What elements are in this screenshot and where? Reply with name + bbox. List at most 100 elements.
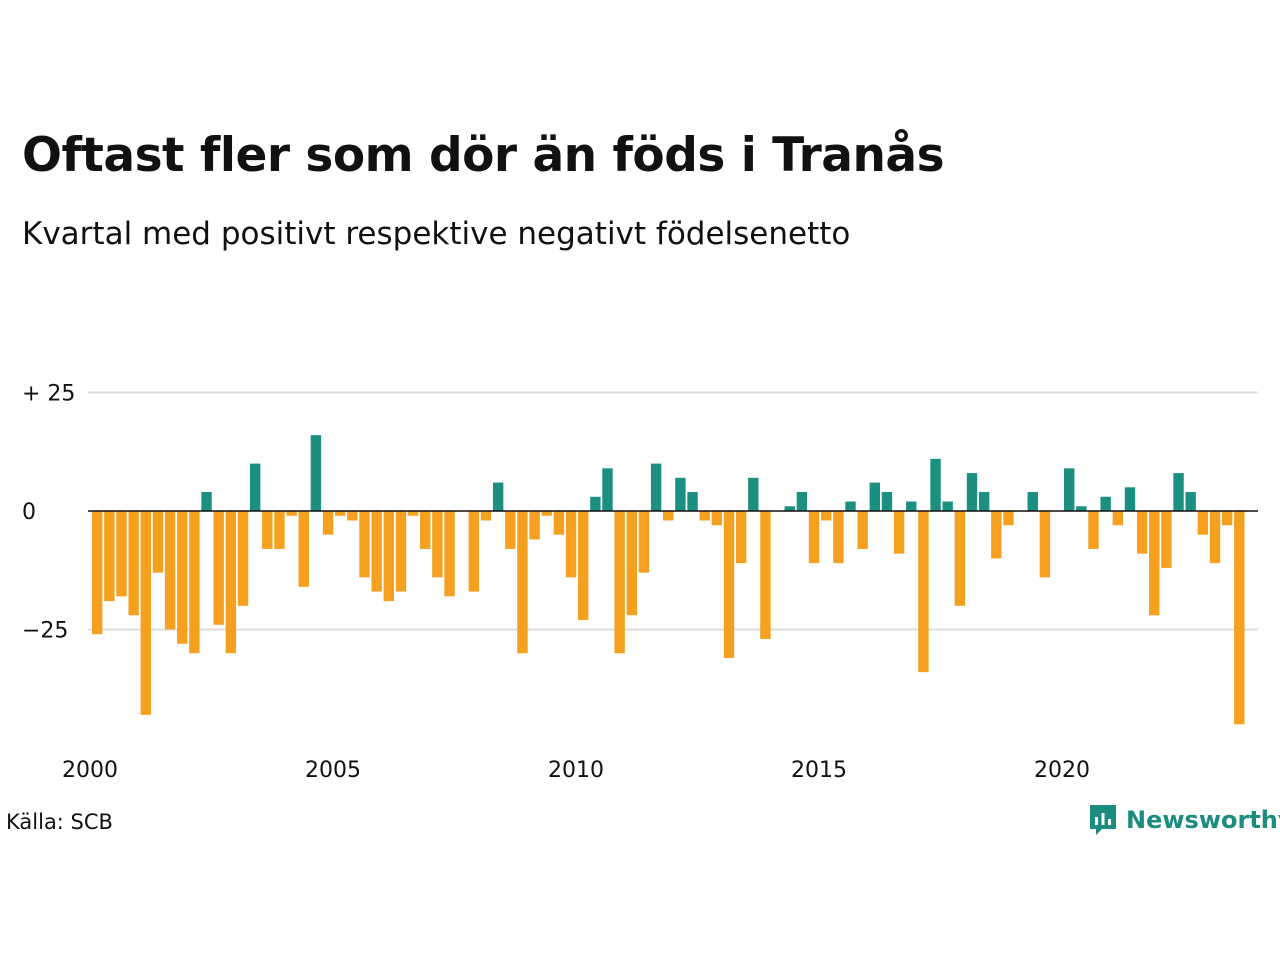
bar-positive — [845, 501, 856, 511]
source-note: Källa: SCB — [6, 810, 113, 834]
bar-negative — [1234, 511, 1245, 725]
bar-positive — [942, 501, 953, 511]
bar-negative — [262, 511, 273, 549]
bar-negative — [565, 511, 577, 578]
bar-negative — [833, 511, 844, 564]
y-tick-label: + 25 — [22, 382, 75, 407]
bar-negative — [128, 511, 139, 616]
bar-negative — [286, 511, 297, 516]
bar-negative — [420, 511, 431, 549]
bar-negative — [1149, 511, 1160, 616]
bar-negative — [954, 511, 966, 606]
bar-negative — [359, 511, 370, 578]
bar-negative — [322, 511, 334, 535]
bar-negative — [104, 511, 115, 602]
bar-negative — [1039, 511, 1051, 578]
bar-positive — [1064, 468, 1075, 511]
x-tick-label: 2000 — [62, 758, 118, 783]
bar-positive — [650, 463, 662, 511]
bar-negative — [1221, 511, 1233, 526]
bar-negative — [663, 511, 674, 521]
bar-negative — [821, 511, 832, 521]
y-tick-label: −25 — [22, 619, 68, 644]
newsworthy-logo: Newsworthy — [1088, 803, 1280, 837]
bar-positive — [1027, 492, 1038, 511]
bar-negative — [444, 511, 455, 597]
bar-negative — [225, 511, 237, 654]
bar-negative — [189, 511, 200, 654]
bar-negative — [1197, 511, 1209, 535]
bar-negative — [432, 511, 443, 578]
bar-negative — [808, 511, 820, 564]
bar-positive — [1100, 496, 1111, 511]
bar-negative — [468, 511, 480, 592]
bar-negative — [92, 511, 103, 635]
chart-title: Oftast fler som dör än föds i Tranås — [22, 128, 945, 183]
bar-positive — [492, 482, 504, 511]
bar-negative — [347, 511, 358, 521]
bar-positive — [675, 477, 686, 511]
bar-negative — [893, 511, 905, 554]
y-tick-label: 0 — [22, 500, 36, 525]
bar-negative — [541, 511, 552, 516]
bar-positive — [796, 492, 808, 511]
bar-positive — [1076, 506, 1087, 511]
bar-positive — [201, 492, 212, 511]
bar-negative — [164, 511, 176, 630]
bar-negative — [383, 511, 394, 602]
bar-negative — [152, 511, 164, 573]
bar-negative — [723, 511, 735, 658]
bar-negative — [371, 511, 382, 592]
bar-negative — [480, 511, 492, 521]
bar-negative — [335, 511, 346, 516]
bar-positive — [249, 463, 261, 511]
x-tick-label: 2010 — [548, 758, 604, 783]
bar-negative — [505, 511, 516, 549]
x-tick-label: 2005 — [305, 758, 361, 783]
bar-negative — [857, 511, 868, 549]
bar-positive — [1124, 487, 1136, 511]
bar-negative — [760, 511, 771, 639]
bar-positive — [869, 482, 880, 511]
bar-negative — [918, 511, 929, 673]
bar-negative — [1209, 511, 1221, 564]
x-tick-label: 2020 — [1034, 758, 1090, 783]
bar-positive — [1185, 492, 1196, 511]
bar-negative — [407, 511, 419, 516]
bar-positive — [784, 506, 795, 511]
bar-positive — [978, 492, 990, 511]
bar-negative — [177, 511, 188, 644]
bar-negative — [626, 511, 637, 616]
bar-negative — [1003, 511, 1014, 526]
newsworthy-logo-icon — [1090, 805, 1116, 835]
bar-positive — [1173, 473, 1184, 511]
bar-positive — [930, 458, 941, 511]
bar-negative — [274, 511, 285, 549]
bar-negative — [298, 511, 309, 587]
bar-negative — [116, 511, 127, 597]
bar-positive — [687, 492, 698, 511]
bar-negative — [1088, 511, 1099, 549]
bar-negative — [395, 511, 407, 592]
bar-negative — [711, 511, 723, 526]
bar-negative — [140, 511, 151, 715]
bar-negative — [1136, 511, 1148, 554]
bar-negative — [1161, 511, 1172, 568]
bar-negative — [991, 511, 1002, 559]
bar-negative — [699, 511, 710, 521]
bar-negative — [553, 511, 565, 535]
bar-positive — [602, 468, 613, 511]
bar-positive — [906, 501, 917, 511]
x-tick-label: 2015 — [791, 758, 847, 783]
bar-negative — [529, 511, 540, 540]
bar-negative — [735, 511, 747, 564]
chart-subtitle: Kvartal med positivt respektive negativt… — [22, 216, 851, 252]
bar-negative — [237, 511, 249, 606]
bar-negative — [614, 511, 625, 654]
bar-positive — [590, 496, 601, 511]
brand-name: Newsworthy — [1126, 806, 1280, 834]
bar-negative — [1112, 511, 1123, 526]
bar-positive — [881, 492, 893, 511]
bar-negative — [517, 511, 528, 654]
bar-negative — [213, 511, 224, 625]
